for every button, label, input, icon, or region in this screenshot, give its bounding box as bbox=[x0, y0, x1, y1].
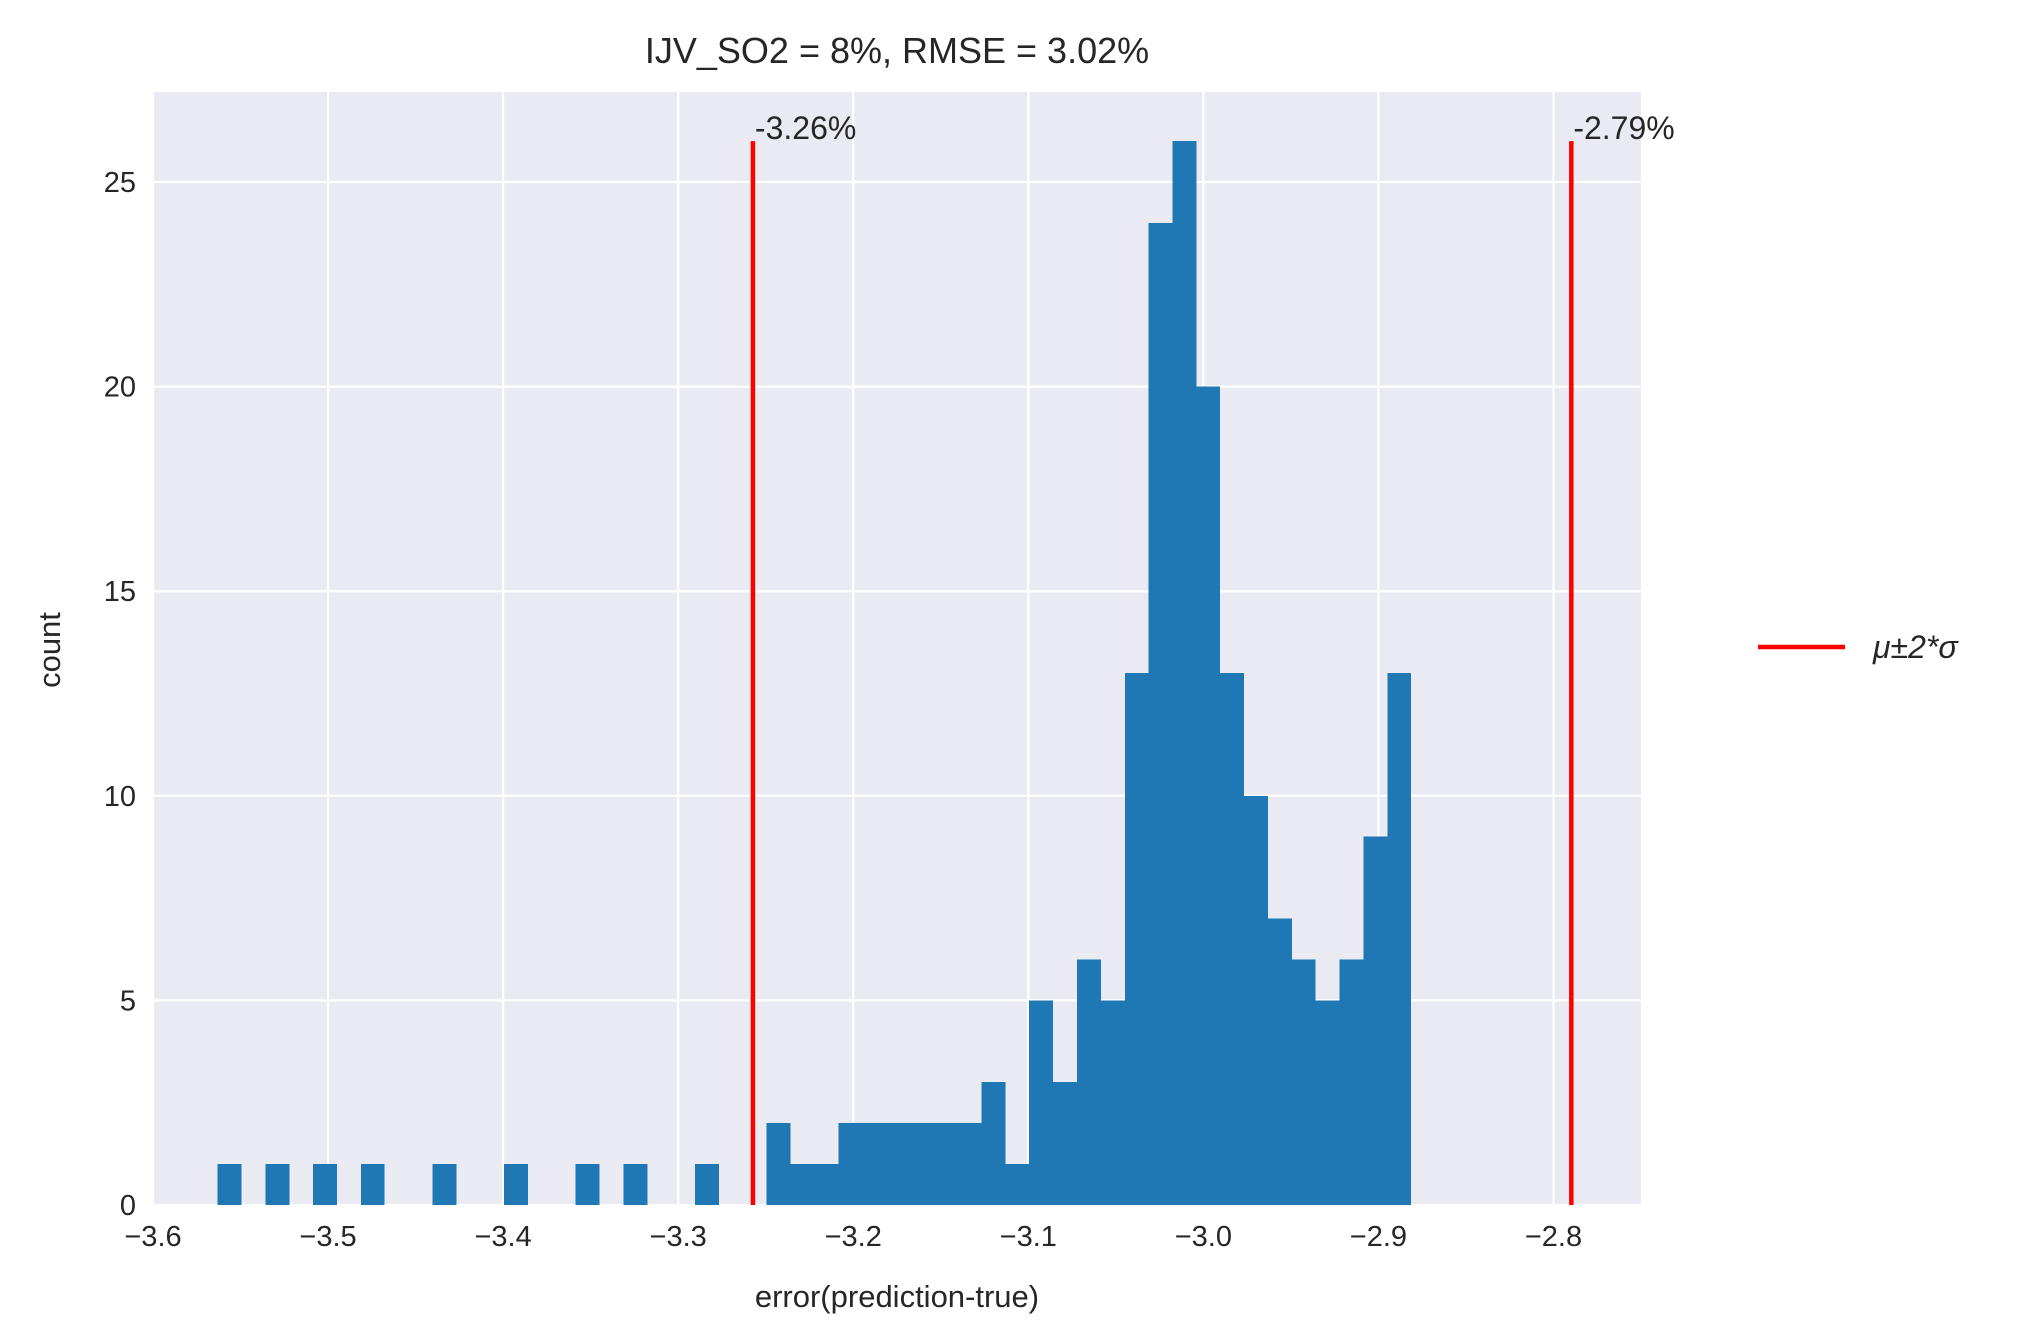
histogram-bar bbox=[766, 1123, 791, 1205]
histogram-bar bbox=[694, 1164, 719, 1205]
histogram-bar bbox=[1196, 386, 1221, 1205]
histogram-bar bbox=[575, 1164, 600, 1205]
histogram-bar bbox=[432, 1164, 457, 1205]
histogram-bar bbox=[1291, 959, 1316, 1205]
plot-background bbox=[153, 92, 1641, 1205]
histogram-bar bbox=[217, 1164, 242, 1205]
histogram-bar bbox=[360, 1164, 385, 1205]
histogram-bar bbox=[1387, 673, 1412, 1205]
histogram-bar bbox=[814, 1164, 839, 1205]
legend-label: μ±2*σ bbox=[1872, 629, 1959, 665]
histogram-bar bbox=[503, 1164, 528, 1205]
histogram-bar bbox=[933, 1123, 958, 1205]
y-tick-label: 15 bbox=[104, 576, 136, 608]
histogram-bar bbox=[1220, 673, 1245, 1205]
histogram-bar bbox=[1315, 1000, 1340, 1205]
x-tick-label: −3.2 bbox=[825, 1221, 882, 1253]
x-tick-label: −3.0 bbox=[1175, 1221, 1232, 1253]
x-tick-label: −2.9 bbox=[1350, 1221, 1407, 1253]
sigma-line-label: -3.26% bbox=[755, 110, 856, 146]
x-tick-label: −3.3 bbox=[650, 1221, 707, 1253]
histogram-bar bbox=[981, 1082, 1006, 1205]
x-tick-label: −2.8 bbox=[1525, 1221, 1582, 1253]
sigma-lines: -3.26% -2.79% bbox=[750, 110, 1675, 1205]
histogram-bar bbox=[1267, 918, 1292, 1205]
y-tick-label: 25 bbox=[104, 167, 136, 199]
histogram-bar bbox=[957, 1123, 982, 1205]
x-tick-label: −3.4 bbox=[474, 1221, 531, 1253]
y-tick-label: 10 bbox=[104, 781, 136, 813]
histogram-bar bbox=[1339, 959, 1364, 1205]
histogram-bar bbox=[790, 1164, 815, 1205]
chart-title: IJV_SO2 = 8%, RMSE = 3.02% bbox=[645, 30, 1149, 71]
legend: μ±2*σ bbox=[1758, 629, 1959, 665]
histogram-bar bbox=[885, 1123, 910, 1205]
histogram-bar bbox=[838, 1123, 863, 1205]
histogram-bars bbox=[217, 141, 1412, 1206]
histogram-bar bbox=[313, 1164, 338, 1205]
histogram-bar bbox=[1124, 673, 1149, 1205]
x-tick-label: −3.1 bbox=[1000, 1221, 1057, 1253]
grid-lines bbox=[151, 92, 1641, 1207]
x-tick-label: −3.6 bbox=[124, 1221, 181, 1253]
histogram-bar bbox=[1053, 1082, 1078, 1205]
histogram-bar bbox=[1029, 1000, 1054, 1205]
histogram-bar bbox=[909, 1123, 934, 1205]
y-tick-label: 0 bbox=[120, 1190, 136, 1222]
sigma-line-label: -2.79% bbox=[1573, 110, 1674, 146]
tick-labels: −3.6 −3.5 −3.4 −3.3 −3.2 −3.1 −3.0 −2.9 −2.8 0 5 10… bbox=[104, 167, 1582, 1253]
y-axis-label: count bbox=[32, 612, 67, 688]
histogram-bar bbox=[1005, 1164, 1030, 1205]
histogram-bar bbox=[1148, 222, 1173, 1206]
histogram-bar bbox=[862, 1123, 887, 1205]
x-axis-label: error(prediction-true) bbox=[755, 1279, 1039, 1314]
x-tick-label: −3.5 bbox=[299, 1221, 356, 1253]
histogram-bar bbox=[265, 1164, 290, 1205]
histogram-bar bbox=[1172, 141, 1197, 1206]
y-tick-label: 20 bbox=[104, 372, 136, 404]
histogram-bar bbox=[1244, 795, 1269, 1205]
y-tick-label: 5 bbox=[120, 985, 136, 1017]
histogram-bar bbox=[1076, 959, 1101, 1205]
histogram-bar bbox=[1363, 836, 1388, 1205]
histogram-bar bbox=[623, 1164, 648, 1205]
histogram-bar bbox=[1100, 1000, 1125, 1205]
